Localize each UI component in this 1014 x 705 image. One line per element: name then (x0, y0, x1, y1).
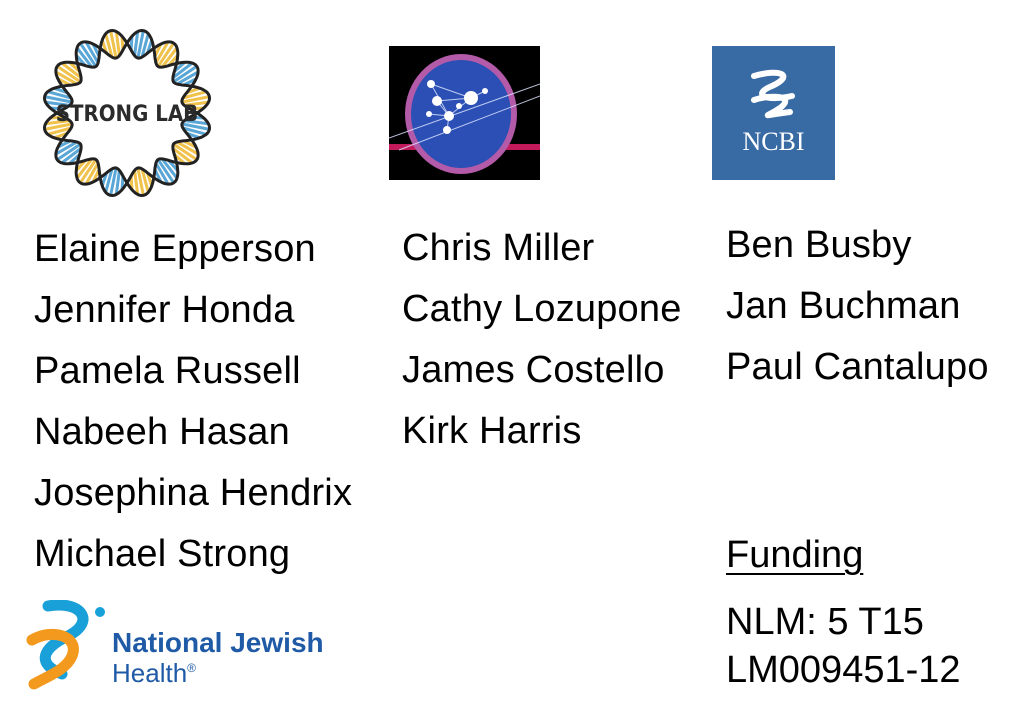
helix-rung (75, 46, 93, 69)
njh-emblem-icon (26, 600, 105, 690)
member-name: Kirk Harris (402, 410, 582, 452)
helix-rung (109, 30, 118, 59)
helix-rung (60, 147, 83, 165)
helix-rung (44, 95, 73, 104)
helix-rung (47, 126, 72, 136)
member-name: Josephina Hendrix (34, 472, 353, 514)
member-name: Elaine Epperson (34, 228, 316, 270)
helix-rung (133, 170, 140, 195)
njh-name-line2: Health® (112, 658, 196, 688)
grant-number-line2: LM009451-12 (726, 649, 961, 691)
member-name: Paul Cantalupo (726, 346, 989, 388)
member-name: Jennifer Honda (34, 289, 295, 331)
helix-rung (154, 41, 170, 64)
helix-rung (45, 100, 70, 107)
ncbi-logo: NCBI (712, 46, 835, 180)
helix-rung (140, 33, 150, 58)
helix-rung (182, 126, 207, 136)
helix-rung (84, 162, 100, 185)
helix-rung (114, 31, 121, 56)
helix-rung (104, 168, 114, 193)
helix-rung (161, 46, 179, 69)
helix-rung (154, 162, 170, 185)
ncbi-logo-text: NCBI (742, 127, 804, 156)
helix-rung (136, 167, 145, 196)
helix-rung (181, 95, 210, 104)
helix-rung (181, 122, 210, 131)
helix-rung (171, 61, 194, 79)
helix-rung (161, 157, 179, 180)
member-name: James Costello (402, 349, 665, 391)
helix-rung (182, 90, 207, 100)
helix-rung (109, 167, 118, 196)
national-jewish-health-logo: National Jewish Health® (26, 600, 324, 690)
helix-rung (133, 31, 140, 56)
helix-rung (55, 140, 78, 156)
grant-number-line1: NLM: 5 T15 (726, 601, 924, 643)
helix-rung (84, 41, 100, 64)
helix-rung (75, 157, 93, 180)
funding-heading: Funding (726, 534, 864, 576)
helix-rung (140, 168, 150, 193)
helix-rung (176, 140, 199, 156)
member-name: Pamela Russell (34, 350, 301, 392)
helix-rung (184, 119, 209, 126)
helix-rung (172, 65, 198, 84)
helix-rung (114, 170, 121, 195)
helix-rung (156, 158, 175, 184)
helix-rung (79, 158, 98, 184)
helix-rung (45, 119, 70, 126)
helix-rung (56, 65, 82, 84)
helix-rung (156, 42, 175, 68)
member-name: Nabeeh Hasan (34, 411, 290, 453)
helix-rung (172, 142, 198, 161)
member-name: Jan Buchman (726, 285, 961, 327)
member-name: Michael Strong (34, 533, 291, 575)
helix-rung (44, 122, 73, 131)
njh-name-line1: National Jewish (112, 627, 324, 658)
helix-rung (136, 30, 145, 59)
helix-rung (176, 70, 199, 86)
member-name: Ben Busby (726, 224, 912, 266)
member-name: Chris Miller (402, 227, 595, 269)
helix-rung (171, 147, 194, 165)
helix-rung (60, 61, 83, 79)
strong-lab-logo: STRONG LAB (42, 28, 212, 198)
network-circle-logo (389, 46, 540, 180)
strong-lab-logo-text: STRONG LAB (56, 102, 199, 127)
helix-rung (104, 33, 114, 58)
helix-rung (55, 70, 78, 86)
helix-rung (56, 142, 82, 161)
member-name: Cathy Lozupone (402, 288, 682, 330)
helix-rung (47, 90, 72, 100)
helix-rung (79, 42, 98, 68)
helix-rung (184, 100, 209, 107)
